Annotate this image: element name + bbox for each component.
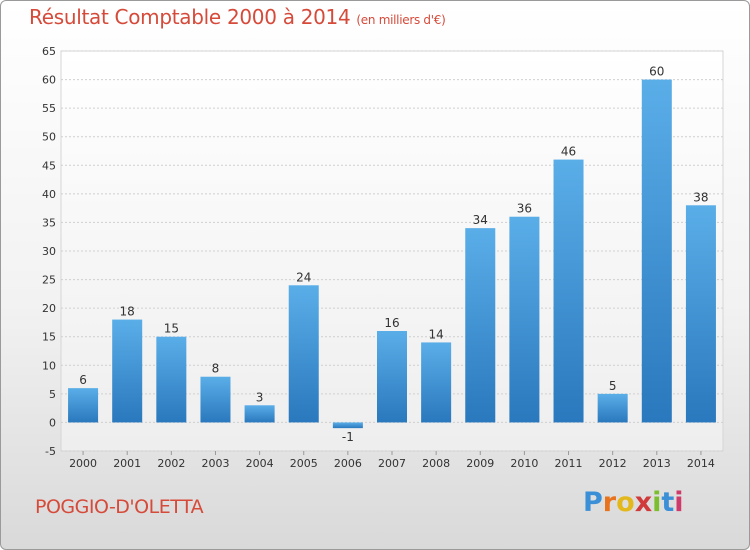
chart-subtitle: (en milliers d'€) xyxy=(356,13,446,27)
bar-2012 xyxy=(597,393,628,423)
y-tick-label: 35 xyxy=(42,216,56,229)
data-label-2005: 24 xyxy=(296,270,311,284)
y-tick-label: 30 xyxy=(42,245,56,258)
proxiti-logo: Proxiti xyxy=(583,487,684,518)
y-tick-label: 15 xyxy=(42,331,56,344)
bar-2001 xyxy=(112,319,143,423)
logo-letter: P xyxy=(583,487,603,518)
x-tick-label-2011: 2011 xyxy=(555,457,583,470)
bar-2000 xyxy=(68,388,99,423)
logo-letter: i xyxy=(674,487,684,518)
data-label-2002: 15 xyxy=(164,322,179,336)
bar-2002 xyxy=(156,336,187,423)
x-tick-label-2014: 2014 xyxy=(687,457,715,470)
y-tick-label: -5 xyxy=(45,445,56,458)
y-tick-label: 50 xyxy=(42,131,56,144)
bar-2008 xyxy=(421,342,452,423)
x-tick-label-2008: 2008 xyxy=(422,457,450,470)
x-tick-label-2003: 2003 xyxy=(201,457,229,470)
logo-letter: r xyxy=(602,487,617,518)
chart-title-text: Résultat Comptable 2000 à 2014 xyxy=(29,5,351,29)
bar-2007 xyxy=(376,331,408,423)
logo-letter: o xyxy=(616,487,635,518)
bar-2006 xyxy=(332,422,363,429)
y-tick-label: 0 xyxy=(49,416,56,429)
data-label-2004: 3 xyxy=(256,390,264,404)
data-label-2012: 5 xyxy=(609,379,617,393)
data-label-2000: 6 xyxy=(79,373,87,387)
data-label-2010: 36 xyxy=(517,202,532,216)
commune-name: POGGIO-D'OLETTA xyxy=(35,496,204,518)
bars xyxy=(68,79,716,429)
bar-2009 xyxy=(465,228,496,423)
data-label-2013: 60 xyxy=(649,65,664,79)
data-label-2007: 16 xyxy=(384,316,399,330)
y-tick-label: 40 xyxy=(42,188,56,201)
logo-letter: i xyxy=(652,487,662,518)
data-label-2009: 34 xyxy=(473,213,488,227)
data-label-2011: 46 xyxy=(561,145,576,159)
y-tick-label: 60 xyxy=(42,74,56,87)
chart-title: Résultat Comptable 2000 à 2014 (en millie… xyxy=(29,5,446,29)
bar-2013 xyxy=(641,79,672,423)
x-tick-label-2006: 2006 xyxy=(334,457,362,470)
x-tick-label-2009: 2009 xyxy=(466,457,494,470)
data-label-2001: 18 xyxy=(120,305,135,319)
data-label-2008: 14 xyxy=(428,327,443,341)
bar-2004 xyxy=(244,405,275,423)
x-tick-label-2012: 2012 xyxy=(599,457,627,470)
bar-2005 xyxy=(288,285,319,423)
y-tick-label: 20 xyxy=(42,302,56,315)
y-tick-label: 55 xyxy=(42,102,56,115)
data-label-2003: 8 xyxy=(212,362,220,376)
y-tick-label: 65 xyxy=(42,45,56,58)
y-tick-label: 25 xyxy=(42,274,56,287)
bar-2011 xyxy=(553,159,584,423)
bar-2003 xyxy=(200,376,231,423)
y-axis-ticks: -5 0 5 10 15 20 25 30 35 40 45 50 55 60 65 xyxy=(42,45,56,458)
logo-letter: x xyxy=(634,487,653,518)
logo-letter: t xyxy=(661,487,675,518)
x-tick-label-2002: 2002 xyxy=(157,457,185,470)
x-tick-label-2013: 2013 xyxy=(643,457,671,470)
y-tick-label: 45 xyxy=(42,159,56,172)
y-tick-label: 10 xyxy=(42,359,56,372)
y-tick-label: 5 xyxy=(49,388,56,401)
x-tick-label-2010: 2010 xyxy=(510,457,538,470)
data-label-2014: 38 xyxy=(693,190,708,204)
x-tick-label-2004: 2004 xyxy=(246,457,274,470)
data-label-2006: -1 xyxy=(342,430,354,444)
x-axis-ticks: 2000 2001 2002 2003 2004 2005 2006 2007 2008 2009… xyxy=(69,451,715,470)
x-tick-label-2000: 2000 xyxy=(69,457,97,470)
bar-2010 xyxy=(509,216,540,423)
x-tick-label-2005: 2005 xyxy=(290,457,318,470)
data-labels: 6 18 15 8 3 24 -1 16 14 34 36 46 5 60 38 xyxy=(79,65,708,445)
x-tick-label-2007: 2007 xyxy=(378,457,406,470)
bar-2014 xyxy=(685,205,716,423)
x-tick-label-2001: 2001 xyxy=(113,457,141,470)
